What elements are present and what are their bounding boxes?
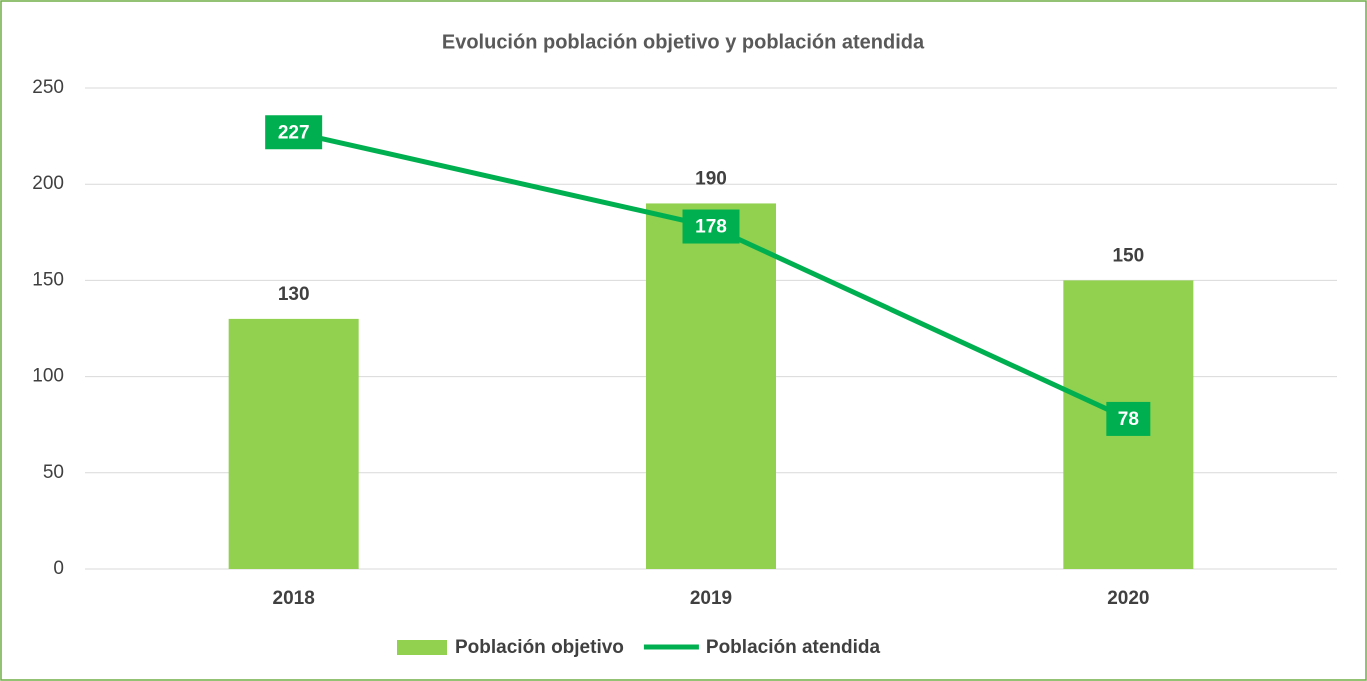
- data-label-box: [1106, 401, 1151, 436]
- data-label: 178: [695, 217, 727, 238]
- data-label: 130: [278, 284, 310, 305]
- y-tick-label: 50: [43, 462, 64, 483]
- legend-label: Población atendida: [706, 637, 881, 658]
- x-tick-label: 2020: [1107, 588, 1149, 609]
- y-tick-label: 250: [32, 77, 64, 98]
- x-tick-label: 2018: [273, 588, 315, 609]
- y-tick-label: 150: [32, 269, 64, 290]
- data-label: 227: [278, 122, 310, 143]
- y-tick-label: 0: [53, 558, 64, 579]
- x-tick-label: 2019: [690, 588, 732, 609]
- bar: [646, 203, 776, 569]
- chart-title: Evolución población objetivo y población…: [442, 31, 925, 53]
- y-tick-label: 100: [32, 366, 64, 387]
- bar: [228, 318, 359, 569]
- legend-label: Población objetivo: [455, 637, 624, 658]
- data-label: 190: [695, 168, 727, 189]
- data-label: 78: [1118, 409, 1139, 430]
- data-label-box: [265, 115, 323, 150]
- data-label-box: [682, 209, 740, 244]
- y-tick-label: 200: [32, 173, 64, 194]
- data-label: 150: [1112, 245, 1144, 266]
- legend-swatch: [397, 640, 447, 655]
